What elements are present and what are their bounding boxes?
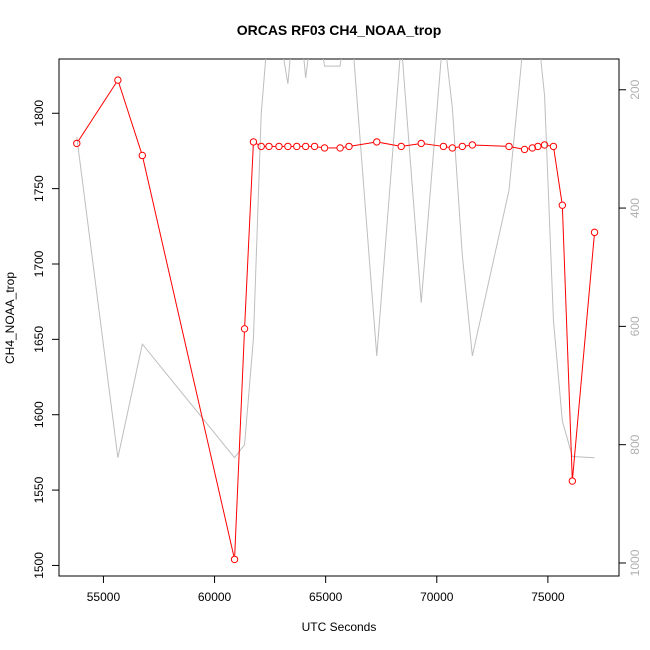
x-tick-label: 60000 [198,590,232,604]
series-segment [553,149,563,202]
y2-tick-label: 800 [628,434,642,454]
data-point [397,142,405,151]
data-point [240,325,249,333]
series-segment [424,143,440,147]
data-point [138,151,147,160]
data-point [373,138,381,146]
data-point [558,201,567,209]
data-point [114,76,122,84]
data-point [534,142,542,151]
y2-tick-label: 200 [628,79,642,99]
data-point [320,144,329,152]
series-segment [572,235,595,478]
y-tick-label: 1650 [32,326,46,353]
y-axis-right: 200 400 600 800 1000 [618,79,642,576]
x-axis-label: UTC Seconds [302,620,377,634]
data-point [505,142,513,151]
data-point [293,142,301,151]
series-segment [244,145,254,326]
series-segment [78,82,117,141]
y-tick-label: 1800 [32,100,46,127]
series-segment [404,143,418,147]
data-point [439,142,448,151]
data-point [284,142,292,151]
series-segment [256,143,259,146]
data-point [590,228,599,237]
data-point [448,144,457,152]
series-segment [561,208,573,478]
series-left [73,76,599,564]
series-segment [118,83,142,153]
series-segment [380,142,398,147]
y2-tick-label: 1000 [628,549,642,576]
x-tick-label: 75000 [531,590,565,604]
series-segment [352,141,374,147]
x-tick-label: 70000 [420,590,454,604]
data-point [257,142,265,151]
series-layer [73,59,599,564]
data-point [417,139,425,148]
data-point [265,142,273,151]
y-axis-label: CH4_NOAA_trop [3,272,17,364]
x-axis: 55000 60000 65000 70000 75000 [87,575,565,604]
data-point [528,144,537,152]
y-tick-label: 1500 [32,552,46,579]
x-tick-label: 55000 [87,590,121,604]
series-segment [512,146,522,150]
y-axis-left: 1500 1550 1600 1650 1700 1750 1800 [32,100,60,579]
data-point [458,142,467,151]
series-segment [142,158,235,557]
series-line [76,59,595,459]
data-point [540,141,549,149]
series-segment [234,332,245,556]
data-point [568,477,577,485]
data-point [301,142,310,151]
data-point [249,138,258,146]
data-point [468,141,477,149]
plot-frame [58,58,620,577]
data-point [310,142,319,151]
y-tick-label: 1600 [32,401,46,428]
chart-title: ORCAS RF03 CH4_NOAA_trop [237,22,442,38]
series-segment [475,144,506,147]
data-point [336,144,344,152]
data-point [520,145,529,154]
data-point [73,139,81,148]
data-point [275,142,283,151]
y2-tick-label: 600 [628,316,642,336]
y-tick-label: 1700 [32,250,46,277]
series-right [76,59,595,459]
data-point [549,142,558,151]
y2-tick-label: 400 [628,198,642,218]
x-tick-label: 65000 [309,590,343,604]
data-point [345,142,353,151]
data-point [230,555,239,564]
y-tick-label: 1750 [32,175,46,202]
y-tick-label: 1550 [32,476,46,503]
